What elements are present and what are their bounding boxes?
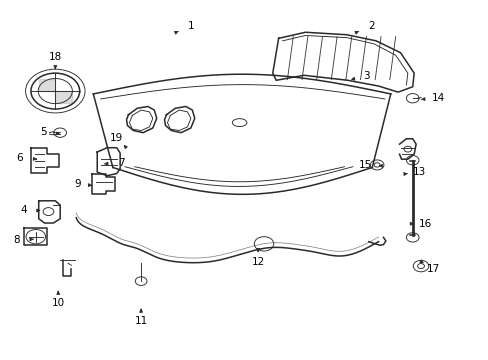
Text: 11: 11 bbox=[134, 316, 147, 325]
Text: 5: 5 bbox=[40, 127, 47, 136]
Text: 8: 8 bbox=[13, 235, 20, 245]
Text: 9: 9 bbox=[74, 179, 81, 189]
Text: 12: 12 bbox=[251, 257, 264, 267]
Text: 18: 18 bbox=[49, 52, 62, 62]
Text: 17: 17 bbox=[426, 264, 439, 274]
Text: 15: 15 bbox=[358, 160, 371, 170]
Text: 10: 10 bbox=[52, 298, 65, 308]
Text: 14: 14 bbox=[431, 93, 444, 103]
Text: 2: 2 bbox=[367, 21, 374, 31]
Text: 19: 19 bbox=[110, 133, 123, 143]
Text: 3: 3 bbox=[363, 71, 369, 81]
Text: 7: 7 bbox=[118, 158, 124, 168]
Text: 4: 4 bbox=[21, 206, 27, 216]
Text: 13: 13 bbox=[411, 167, 425, 177]
Text: 1: 1 bbox=[187, 21, 194, 31]
Text: 6: 6 bbox=[16, 153, 22, 163]
Text: 16: 16 bbox=[418, 219, 431, 229]
